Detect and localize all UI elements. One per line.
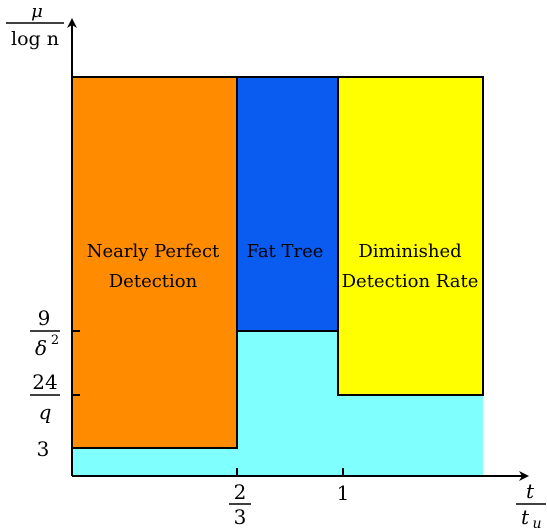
y-axis-label: μ log n xyxy=(6,1,64,50)
x-axis-label-numerator: t xyxy=(526,479,535,503)
x-axis-label: t t u xyxy=(516,479,546,529)
y-axis-label-numerator: μ xyxy=(31,1,43,22)
yellow-label-line2: Detection Rate xyxy=(342,271,479,292)
x-tick-label-one: 1 xyxy=(337,481,350,505)
y-tick-numerator: 24 xyxy=(32,370,57,394)
orange-region-label: Nearly Perfect Detection xyxy=(87,241,220,292)
yellow-region xyxy=(337,76,484,396)
yellow-label-line1: Diminished xyxy=(358,241,461,262)
y-tick-superscript: 2 xyxy=(51,333,59,348)
y-axis-label-denominator: log n xyxy=(11,28,59,50)
x-tick-denominator: 3 xyxy=(234,505,247,529)
y-tick-label-three: 3 xyxy=(37,437,50,461)
y-tick-label-nine-over-delta-sq: 9 δ 2 xyxy=(30,306,60,360)
orange-label-line1: Nearly Perfect xyxy=(87,241,220,262)
orange-label-line2: Detection xyxy=(109,271,198,292)
x-tick-numerator: 2 xyxy=(234,480,247,504)
y-tick-label-twentyfour-over-q: 24 q xyxy=(30,370,60,424)
y-tick-numerator: 9 xyxy=(38,306,51,330)
x-axis-label-subscript: u xyxy=(532,516,541,529)
x-tick-label-two-thirds: 2 3 xyxy=(229,480,251,529)
blue-region-label: Fat Tree xyxy=(247,241,324,262)
y-tick-denominator: δ xyxy=(35,336,47,360)
orange-region xyxy=(71,76,238,449)
blue-label-line1: Fat Tree xyxy=(247,241,324,262)
yellow-region-label: Diminished Detection Rate xyxy=(342,241,479,292)
x-axis-label-denominator: t xyxy=(521,505,530,529)
y-tick-denominator: q xyxy=(39,400,52,424)
blue-region xyxy=(236,76,339,332)
